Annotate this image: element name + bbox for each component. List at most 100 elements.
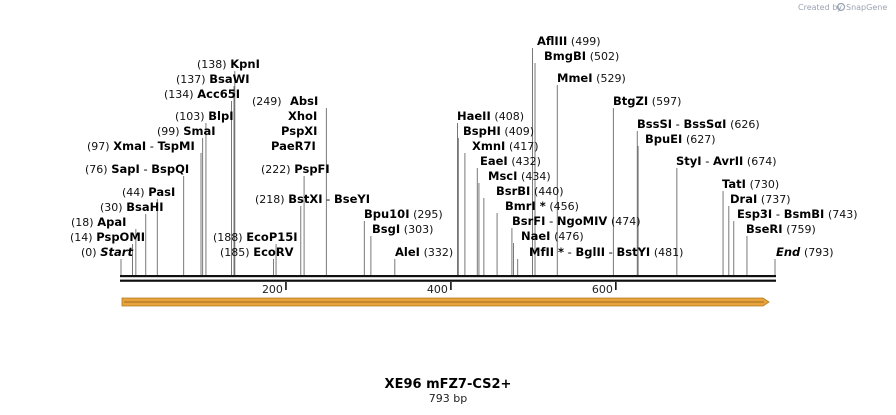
site-enzyme-name[interactable]: PspXI xyxy=(281,124,317,138)
site-label-text[interactable]: BspHI (409) xyxy=(463,124,534,138)
site-label-text[interactable]: (18) ApaI xyxy=(71,215,126,229)
restriction-site[interactable]: MfII * - BglII - BstYI (481) xyxy=(529,245,683,259)
site-enzyme-name: PspFI xyxy=(294,162,329,176)
site-label-text[interactable]: BseRI (759) xyxy=(746,222,816,236)
site-label-text[interactable]: (103) BlpI xyxy=(175,109,233,123)
restriction-site[interactable]: BssSI - BssSαI (626) xyxy=(637,117,760,131)
site-label-text[interactable]: (218) BstXI - BseYI xyxy=(255,192,370,206)
restriction-site[interactable]: HaeII (408) xyxy=(457,109,524,123)
restriction-site[interactable]: (44) PasI xyxy=(122,185,175,199)
site-position: (99) xyxy=(157,125,180,138)
site-label-text[interactable]: DraI (737) xyxy=(730,192,791,206)
site-label-text[interactable]: StyI - AvrII (674) xyxy=(676,154,777,168)
site-label-text[interactable]: XmnI (417) xyxy=(472,139,539,153)
restriction-site[interactable]: (97) XmaI - TspMI xyxy=(87,139,195,153)
restriction-site[interactable]: AflIII (499) xyxy=(537,34,601,48)
restriction-site[interactable]: BmrI * (456) xyxy=(505,199,579,213)
restriction-site[interactable]: (137) BsaWI xyxy=(176,72,250,86)
site-label-text[interactable]: (134) Acc65I xyxy=(164,87,240,101)
restriction-site[interactable]: (0) Start xyxy=(81,245,133,259)
site-label-text[interactable]: BsgI (303) xyxy=(372,222,433,236)
restriction-site[interactable]: TatI (730) xyxy=(722,177,779,191)
site-label-text[interactable]: (97) XmaI - TspMI xyxy=(87,139,195,153)
site-enzyme-name[interactable]: AbsI xyxy=(290,94,318,108)
restriction-site[interactable]: (30) BsaHI xyxy=(100,200,164,214)
restriction-site[interactable]: BtgZI (597) xyxy=(613,94,681,108)
site-label-text[interactable]: BmgBI (502) xyxy=(544,49,619,63)
site-label-text[interactable]: (14) PspOMI xyxy=(70,230,145,244)
restriction-site[interactable]: (188) EcoP15I xyxy=(213,230,298,244)
site-label-text[interactable]: (0) Start xyxy=(81,245,133,259)
site-label-text[interactable]: MmeI (529) xyxy=(557,71,626,85)
site-separator: - xyxy=(140,162,151,176)
site-label-text[interactable]: TatI (730) xyxy=(722,177,779,191)
site-position: (76) xyxy=(85,163,108,176)
site-label-text[interactable]: Bpu10I (295) xyxy=(364,207,443,221)
restriction-site[interactable]: (76) SapI - BspQI xyxy=(85,162,189,176)
site-label-text[interactable]: BsrBI (440) xyxy=(496,184,564,198)
site-label-text[interactable]: BpuEI (627) xyxy=(645,132,716,146)
site-label-text[interactable]: NaeI (476) xyxy=(521,229,584,243)
site-label-text[interactable]: BsrFI - NgoMIV (474) xyxy=(512,214,641,228)
restriction-site[interactable]: BseRI (759) xyxy=(746,222,816,236)
site-label-text[interactable]: EaeI (432) xyxy=(480,154,541,168)
site-position: (409) xyxy=(504,125,534,138)
restriction-site[interactable]: XmnI (417) xyxy=(472,139,539,153)
restriction-site[interactable]: (18) ApaI xyxy=(71,215,126,229)
site-label-text[interactable]: (99) SmaI xyxy=(157,124,216,138)
restriction-site[interactable]: DraI (737) xyxy=(730,192,791,206)
site-label-text[interactable]: BtgZI (597) xyxy=(613,94,681,108)
site-label-text[interactable]: HaeII (408) xyxy=(457,109,524,123)
restriction-site[interactable]: AleI (332) xyxy=(395,245,453,259)
restriction-site[interactable]: (99) SmaI xyxy=(157,124,216,138)
site-label-text[interactable]: AleI (332) xyxy=(395,245,453,259)
restriction-site[interactable]: BsrBI (440) xyxy=(496,184,564,198)
restriction-site[interactable]: (185) EcoRV xyxy=(220,245,294,259)
restriction-site[interactable]: NaeI (476) xyxy=(521,229,584,243)
site-label-text[interactable]: MfII * - BglII - BstYI (481) xyxy=(529,245,683,259)
site-label-text[interactable]: Esp3I - BsmBI (743) xyxy=(737,207,858,221)
restriction-site[interactable]: EaeI (432) xyxy=(480,154,541,168)
restriction-site[interactable]: (103) BlpI xyxy=(175,109,233,123)
restriction-site[interactable]: BspHI (409) xyxy=(463,124,534,138)
site-enzyme-name: XmnI xyxy=(472,139,505,153)
restriction-site[interactable]: BpuEI (627) xyxy=(645,132,716,146)
restriction-site[interactable]: (14) PspOMI xyxy=(70,230,145,244)
site-label-text[interactable]: End (793) xyxy=(776,245,834,259)
restriction-site[interactable]: Bpu10I (295) xyxy=(364,207,443,221)
restriction-site[interactable]: Esp3I - BsmBI (743) xyxy=(737,207,858,221)
site-position: (474) xyxy=(611,215,641,228)
site-enzyme-name[interactable]: XhoI xyxy=(288,109,317,123)
restriction-site[interactable]: (218) BstXI - BseYI xyxy=(255,192,370,206)
restriction-site[interactable]: MscI (434) xyxy=(488,169,551,183)
site-enzyme-name[interactable]: PaeR7I xyxy=(271,139,316,153)
site-label-text[interactable]: (138) KpnI xyxy=(197,57,260,71)
restriction-site[interactable]: BmgBI (502) xyxy=(544,49,619,63)
site-label-text[interactable]: BssSI - BssSαI (626) xyxy=(637,117,760,131)
restriction-site[interactable]: MmeI (529) xyxy=(557,71,626,85)
restriction-site[interactable]: (138) KpnI xyxy=(197,57,260,71)
site-label-text[interactable]: (222) PspFI xyxy=(261,162,330,176)
restriction-site[interactable]: BsgI (303) xyxy=(372,222,433,236)
restriction-site[interactable]: End (793) xyxy=(776,245,834,259)
restriction-site[interactable]: StyI - AvrII (674) xyxy=(676,154,777,168)
site-label-text[interactable]: (185) EcoRV xyxy=(220,245,294,259)
site-label-text[interactable]: (76) SapI - BspQI xyxy=(85,162,189,176)
site-label-text[interactable]: AflIII (499) xyxy=(537,34,601,48)
site-label-text[interactable]: (44) PasI xyxy=(122,185,175,199)
restriction-site[interactable]: (222) PspFI xyxy=(261,162,330,176)
site-label-text[interactable]: (30) BsaHI xyxy=(100,200,164,214)
site-label-text[interactable]: MscI (434) xyxy=(488,169,551,183)
site-enzyme-name: BsgI xyxy=(372,222,400,236)
site-enzyme-name: BstXI xyxy=(288,192,322,206)
site-position: (218) xyxy=(255,193,285,206)
site-label-text[interactable]: (188) EcoP15I xyxy=(213,230,298,244)
site-position: (529) xyxy=(596,72,626,85)
site-label-text[interactable]: BmrI * (456) xyxy=(505,199,579,213)
restriction-site[interactable]: (134) Acc65I xyxy=(164,87,240,101)
site-label-text[interactable]: (137) BsaWI xyxy=(176,72,250,86)
map-title: XE96 mFZ7-CS2+ xyxy=(385,377,512,392)
restriction-site[interactable]: BsrFI - NgoMIV (474) xyxy=(512,214,641,228)
site-position[interactable]: (249) xyxy=(252,95,282,108)
